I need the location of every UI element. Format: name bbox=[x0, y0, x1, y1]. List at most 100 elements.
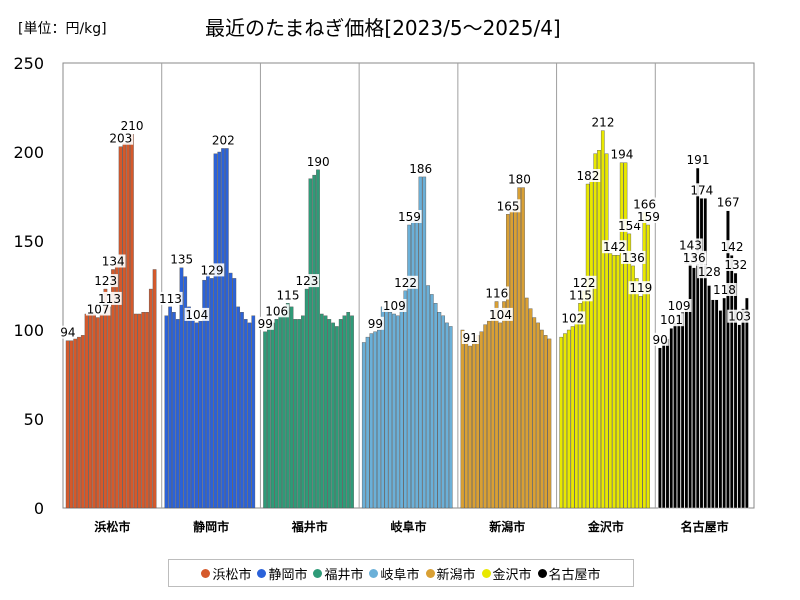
bar bbox=[111, 269, 115, 509]
bar bbox=[187, 306, 191, 509]
data-label: 212 bbox=[592, 116, 615, 130]
bar bbox=[490, 312, 495, 509]
bar bbox=[418, 176, 423, 509]
bar bbox=[384, 308, 389, 509]
bar bbox=[77, 336, 81, 509]
data-label-bg bbox=[306, 154, 331, 168]
bar bbox=[631, 265, 635, 509]
data-label-bg bbox=[666, 299, 692, 312]
bar bbox=[619, 162, 624, 509]
bar bbox=[179, 267, 184, 509]
bar bbox=[301, 315, 305, 509]
bar bbox=[403, 290, 408, 509]
bar bbox=[152, 269, 157, 509]
bar bbox=[726, 210, 730, 509]
data-label-bg bbox=[685, 153, 711, 166]
bar bbox=[429, 294, 434, 509]
data-label-bg bbox=[108, 131, 134, 145]
data-label: 104 bbox=[185, 308, 208, 322]
data-label: 135 bbox=[170, 253, 193, 267]
bar bbox=[69, 340, 74, 509]
bar bbox=[703, 198, 708, 509]
bar bbox=[338, 319, 343, 509]
data-label-bg bbox=[568, 288, 593, 302]
bar bbox=[699, 198, 704, 509]
legend-item: 名古屋市 bbox=[537, 564, 601, 583]
bar bbox=[407, 224, 411, 509]
legend-marker bbox=[537, 568, 547, 578]
bar bbox=[498, 322, 503, 509]
data-label-bg bbox=[636, 210, 661, 223]
bar bbox=[282, 312, 286, 509]
bar bbox=[240, 312, 244, 509]
bar bbox=[448, 326, 453, 509]
y-tick-label: 100 bbox=[13, 321, 44, 340]
data-label: 159 bbox=[637, 210, 660, 224]
bar bbox=[414, 217, 419, 509]
data-label: 129 bbox=[201, 263, 224, 277]
bar bbox=[593, 153, 598, 509]
bar bbox=[741, 308, 745, 509]
bar bbox=[521, 187, 525, 509]
bar bbox=[722, 297, 727, 509]
legend-marker bbox=[313, 568, 323, 578]
bar bbox=[634, 278, 639, 509]
data-label-bg bbox=[461, 331, 479, 344]
bar bbox=[331, 322, 335, 509]
bar bbox=[563, 333, 567, 509]
data-label-bg bbox=[727, 309, 752, 323]
bar bbox=[589, 178, 594, 509]
bar bbox=[578, 303, 582, 509]
bar bbox=[285, 303, 290, 509]
bar bbox=[99, 313, 104, 509]
data-label: 94 bbox=[60, 326, 75, 340]
bar bbox=[661, 342, 666, 509]
bar bbox=[426, 285, 430, 509]
bar bbox=[502, 301, 506, 509]
bar bbox=[658, 347, 662, 509]
bar bbox=[570, 326, 575, 509]
bar bbox=[88, 313, 93, 509]
bar bbox=[422, 176, 427, 509]
bar bbox=[547, 338, 552, 509]
data-label: 174 bbox=[690, 183, 713, 197]
bar bbox=[323, 315, 328, 509]
data-label: 190 bbox=[307, 155, 330, 169]
bar bbox=[506, 214, 510, 509]
bar bbox=[646, 224, 650, 509]
bar bbox=[175, 319, 180, 509]
bar bbox=[96, 317, 100, 509]
bar bbox=[137, 313, 142, 509]
data-label-bg bbox=[93, 274, 118, 288]
bar bbox=[536, 322, 540, 509]
data-label-bg bbox=[85, 302, 111, 316]
data-label-bg bbox=[275, 288, 301, 302]
unit-label: [単位：円/kg] bbox=[18, 21, 107, 37]
bar bbox=[517, 187, 522, 509]
data-label: 109 bbox=[383, 299, 406, 313]
bar bbox=[676, 313, 681, 509]
legend-marker bbox=[369, 568, 379, 578]
data-label-bg bbox=[199, 263, 225, 277]
data-label: 113 bbox=[98, 292, 121, 306]
bar bbox=[194, 322, 199, 509]
bar bbox=[669, 328, 674, 509]
data-label-bg bbox=[712, 283, 737, 296]
bar bbox=[232, 278, 237, 509]
data-label: 210 bbox=[121, 119, 144, 133]
data-label: 166 bbox=[633, 198, 656, 212]
data-label: 123 bbox=[295, 274, 318, 288]
data-label: 101 bbox=[660, 313, 683, 327]
bar bbox=[319, 313, 324, 509]
bar bbox=[190, 319, 195, 509]
bar bbox=[308, 178, 313, 509]
bar bbox=[441, 315, 445, 509]
bar bbox=[168, 306, 172, 509]
data-label: 115 bbox=[569, 288, 592, 302]
bar bbox=[236, 306, 241, 509]
category-label: 静岡市 bbox=[193, 519, 229, 534]
bar-chart: 0 50 100 150 200 250 浜松市 静岡市 福井市 岐阜市 新潟市 金沢市 名古屋市 94 1… bbox=[13, 54, 755, 534]
bar bbox=[528, 308, 533, 509]
bar bbox=[369, 333, 374, 509]
legend-marker bbox=[481, 568, 491, 578]
